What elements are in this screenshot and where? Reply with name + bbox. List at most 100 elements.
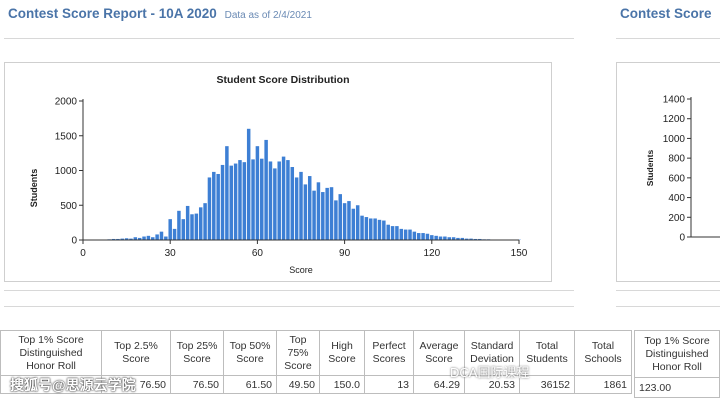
histogram-bar	[133, 237, 138, 240]
histogram-bar	[264, 139, 268, 240]
score-distribution-chart: Student Score Distribution Students Scor…	[4, 62, 552, 282]
histogram-bar	[386, 224, 390, 240]
histogram-bar	[342, 203, 347, 240]
x-tick-label: 30	[165, 248, 177, 259]
histogram-bar	[277, 161, 281, 240]
histogram-bar	[120, 238, 124, 240]
stats-header-cell: Top 25% Score	[170, 330, 224, 376]
stats-value-cell: 64.29	[413, 375, 465, 394]
stats-value-cell: 76.50	[170, 375, 224, 394]
histogram-bar	[377, 219, 382, 240]
histogram-bar	[212, 171, 216, 240]
stats-header-cell: Top 1% Score Distinguished Honor Roll	[634, 330, 720, 378]
stats-header-line: Top 1% Score	[644, 334, 710, 347]
stats-value-cell: 123.00	[634, 377, 720, 398]
histogram-bar	[338, 194, 342, 240]
histogram-bar	[168, 219, 172, 240]
histogram-bar	[473, 238, 478, 240]
y-tick-label-right: 1400	[663, 95, 686, 106]
histogram-bar	[220, 164, 225, 240]
histogram-svg: Student Score Distribution Students Scor…	[29, 74, 528, 275]
stats-header-line: Top	[289, 333, 307, 346]
histogram-bar	[146, 235, 151, 240]
histogram-bar	[246, 128, 251, 240]
axes-group-right: 0 200 400 600 800 1000 1200 1400	[663, 95, 720, 244]
stats-header-line: Score	[328, 353, 356, 365]
histogram-bar	[255, 146, 260, 240]
stats-value-cell: 1861	[574, 375, 632, 394]
histogram-bar	[329, 187, 334, 240]
histogram-bar	[425, 233, 430, 240]
x-tick-label: 120	[423, 248, 440, 259]
histogram-bar	[203, 203, 207, 240]
y-tick-label-right: 200	[668, 213, 685, 224]
histogram-bar	[273, 168, 277, 240]
divider	[4, 290, 574, 291]
histogram-bar	[351, 208, 356, 240]
bars-group	[98, 128, 521, 241]
histogram-bar	[416, 233, 421, 240]
stats-header-line: Top 50%	[229, 340, 271, 352]
y-axis-label-right: Students	[645, 150, 655, 187]
histogram-bar	[172, 228, 177, 240]
x-tick-label: 150	[511, 248, 528, 259]
histogram-bar	[142, 236, 146, 240]
histogram-bar	[177, 210, 181, 240]
stats-header-cell: Perfect Scores	[364, 330, 414, 376]
y-tick-label-right: 1200	[663, 114, 686, 125]
y-tick-label: 0	[71, 236, 77, 247]
histogram-bar	[325, 187, 329, 241]
histogram-bar	[155, 234, 159, 240]
histogram-bar	[281, 156, 286, 240]
histogram-bar	[355, 205, 360, 240]
stats-header-line: Score	[236, 353, 264, 365]
histogram-bar	[216, 173, 220, 240]
y-tick-label-right: 600	[668, 173, 685, 184]
histogram-bar	[403, 229, 408, 240]
stats-header-line: High	[331, 340, 353, 352]
histogram-bar	[460, 237, 465, 240]
histogram-bar	[164, 236, 168, 240]
stats-header-cell: Top 1% Score Distinguished Honor Roll	[0, 330, 102, 376]
stats-header-line: Total	[591, 340, 615, 352]
histogram-bar	[181, 219, 186, 240]
histogram-bar	[129, 238, 133, 240]
histogram-bar	[307, 176, 312, 240]
histogram-bar	[334, 200, 338, 240]
x-tick-label: 60	[252, 248, 264, 259]
stats-header-line: Score	[425, 353, 453, 365]
histogram-bar	[198, 207, 203, 240]
histogram-bar	[251, 159, 255, 240]
stats-value-cell: 150.0	[319, 375, 365, 394]
stats-header-line: Perfect	[372, 340, 406, 352]
histogram-bar	[434, 235, 438, 240]
y-tick-label-right: 400	[668, 193, 685, 204]
stats-header-line: Score	[284, 359, 312, 372]
x-axis-label: Score	[289, 265, 313, 275]
stats-header-line: Top 1% Score	[18, 333, 84, 346]
histogram-bar	[286, 160, 290, 240]
stats-header-line: Schools	[584, 353, 622, 365]
stats-header-line: Top 2.5%	[114, 340, 158, 352]
histogram-bar	[294, 177, 299, 240]
divider	[616, 290, 720, 291]
divider	[4, 306, 574, 307]
stats-header-line: Standard	[470, 340, 514, 352]
histogram-bar	[268, 161, 273, 240]
stats-header-line: Deviation	[470, 353, 514, 365]
histogram-bar	[451, 237, 456, 240]
y-tick-label: 1000	[55, 166, 78, 177]
histogram-bar	[238, 160, 242, 240]
stats-header-cell: Standard Deviation	[464, 330, 520, 376]
histogram-bar	[373, 218, 377, 240]
histogram-bar	[242, 162, 247, 240]
histogram-bar	[412, 231, 417, 240]
stats-table: Top 1% Score Distinguished Honor Roll Top 2…	[0, 330, 632, 394]
histogram-bar	[430, 235, 434, 240]
histogram-bar	[303, 184, 308, 240]
histogram-bar	[369, 218, 373, 240]
histogram-bar	[408, 229, 412, 240]
stats-header-line: Students	[526, 353, 568, 365]
histogram-bar	[229, 165, 233, 240]
histogram-bar	[116, 238, 120, 240]
